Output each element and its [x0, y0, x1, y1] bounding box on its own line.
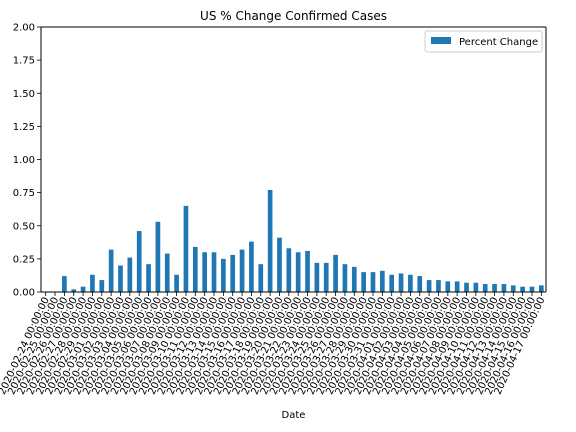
y-tick-label: 0.25 — [13, 254, 35, 265]
bar — [314, 262, 320, 292]
bar — [520, 286, 525, 292]
bar — [118, 265, 123, 292]
bar — [408, 274, 413, 292]
bar — [295, 252, 301, 292]
bar — [183, 205, 189, 292]
axis-spine-left — [40, 27, 42, 292]
bar — [389, 274, 395, 292]
chart-title: US % Change Confirmed Cases — [200, 9, 387, 23]
bar — [445, 281, 451, 292]
bar — [380, 270, 385, 292]
y-tick-label: 1.00 — [13, 155, 35, 166]
bar — [342, 264, 348, 292]
bar — [239, 249, 245, 292]
bar — [417, 276, 423, 292]
bar — [305, 250, 310, 292]
bar — [164, 253, 170, 292]
bar — [286, 248, 292, 292]
bar — [71, 289, 77, 292]
bar — [108, 249, 114, 292]
axis-spine-top — [41, 26, 546, 28]
y-tick-label: 0.75 — [13, 188, 35, 199]
bar — [230, 254, 236, 292]
bar — [127, 257, 133, 292]
bar — [155, 221, 161, 292]
axis-spine-bottom — [41, 291, 546, 293]
bar — [333, 254, 338, 292]
axis-spine-right — [545, 27, 547, 292]
y-axis: 0.00 0.25 0.50 0.75 1.00 1.25 1.50 1.75 2.00 — [13, 23, 41, 299]
bar — [202, 252, 207, 292]
bar — [454, 281, 460, 292]
y-tick-label: 1.25 — [13, 122, 35, 133]
bar — [267, 189, 273, 292]
bar — [258, 264, 264, 292]
bar — [249, 241, 254, 292]
bar — [80, 286, 86, 292]
bar — [146, 264, 151, 292]
bar — [501, 284, 507, 292]
bar — [174, 274, 179, 292]
bar — [277, 237, 282, 292]
bar — [62, 276, 67, 292]
legend-swatch — [431, 37, 451, 44]
bar — [426, 280, 432, 292]
bar — [398, 273, 404, 292]
y-tick-label: 1.75 — [13, 56, 35, 67]
y-tick-label: 0.00 — [13, 288, 35, 299]
legend-label: Percent Change — [459, 37, 538, 48]
bar — [221, 258, 226, 292]
bar — [482, 284, 488, 292]
legend: Percent Change — [424, 30, 543, 53]
bar — [538, 285, 544, 292]
bar — [90, 274, 95, 292]
bar — [211, 252, 217, 292]
bar — [510, 285, 516, 292]
x-axis-label: Date — [282, 410, 306, 421]
bar — [136, 231, 142, 292]
y-tick-label: 1.50 — [13, 89, 35, 100]
bar — [323, 262, 329, 292]
bar — [473, 282, 479, 292]
y-tick-label: 2.00 — [13, 23, 35, 34]
bar — [351, 266, 357, 292]
bar — [99, 280, 105, 292]
bar — [436, 280, 441, 292]
bar — [192, 246, 198, 292]
bar — [361, 272, 366, 292]
bar — [370, 272, 376, 292]
y-tick-label: 0.50 — [13, 221, 35, 232]
bar — [529, 286, 535, 292]
bars — [62, 189, 544, 292]
bar — [492, 284, 497, 292]
bar — [464, 282, 469, 292]
legend-box — [424, 30, 543, 53]
